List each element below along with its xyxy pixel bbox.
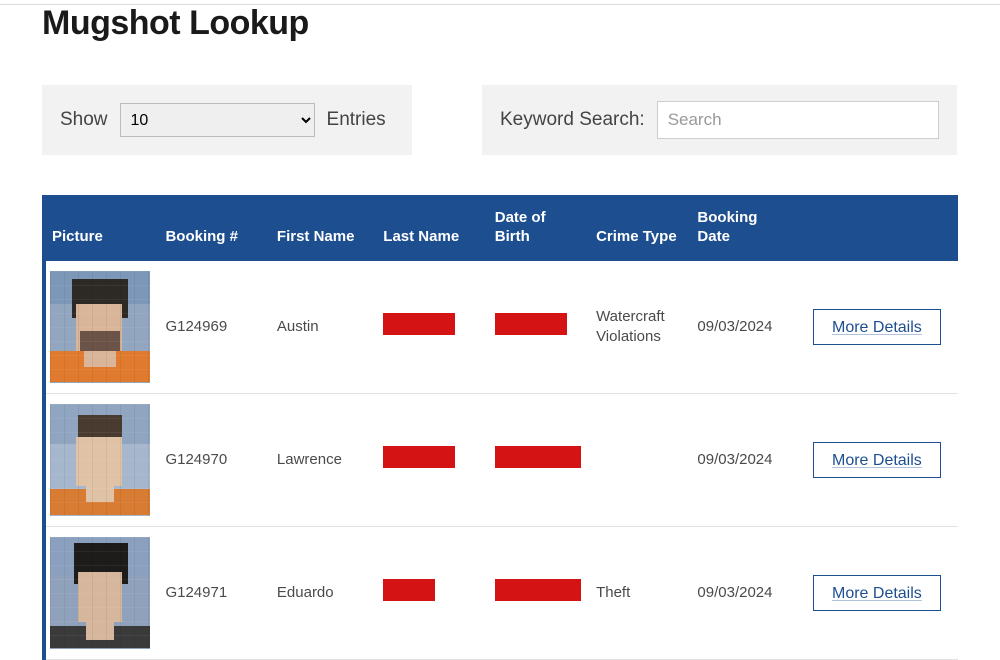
cell-booking-date: 09/03/2024 [689, 526, 795, 659]
cell-booking-number: G124971 [157, 526, 268, 659]
cell-booking-date: 09/03/2024 [689, 261, 795, 394]
column-first-name[interactable]: First Name [269, 195, 375, 261]
more-details-button[interactable]: More Details [813, 575, 941, 611]
column-picture[interactable]: Picture [46, 195, 157, 261]
page-title: Mugshot Lookup [42, 4, 958, 43]
column-crime-type[interactable]: Crime Type [588, 195, 689, 261]
cell-first-name: Austin [269, 261, 375, 394]
column-last-name[interactable]: Last Name [375, 195, 486, 261]
table-row: G124971 Eduardo Theft 09/03/2024 More De… [46, 526, 958, 659]
more-details-button[interactable]: More Details [813, 309, 941, 345]
redacted-last-name [383, 446, 455, 468]
cell-first-name: Lawrence [269, 393, 375, 526]
column-date-of-birth[interactable]: Date of Birth [487, 195, 588, 261]
more-details-button[interactable]: More Details [813, 442, 941, 478]
redacted-last-name [383, 313, 455, 335]
search-input[interactable] [657, 101, 939, 139]
entries-select[interactable]: 10 [120, 103, 315, 137]
cell-crime-type: Watercraft Violations [588, 261, 689, 394]
redacted-dob [495, 446, 581, 468]
cell-first-name: Eduardo [269, 526, 375, 659]
results-table: Picture Booking # First Name Last Name D… [42, 195, 958, 660]
show-entries-control: Show 10 Entries [42, 85, 412, 155]
redacted-last-name [383, 579, 435, 601]
column-actions [796, 195, 958, 261]
cell-crime-type [588, 393, 689, 526]
cell-booking-number: G124970 [157, 393, 268, 526]
cell-crime-type: Theft [588, 526, 689, 659]
redacted-dob [495, 313, 567, 335]
column-booking-number[interactable]: Booking # [157, 195, 268, 261]
column-booking-date[interactable]: Booking Date [689, 195, 795, 261]
table-row: G124969 Austin Watercraft Violations 09/… [46, 261, 958, 394]
mugshot-image [50, 404, 150, 516]
entries-label: Entries [327, 109, 386, 131]
mugshot-image [50, 271, 150, 383]
search-label: Keyword Search: [500, 109, 645, 131]
keyword-search-control: Keyword Search: [482, 85, 957, 155]
mugshot-image [50, 537, 150, 649]
cell-booking-date: 09/03/2024 [689, 393, 795, 526]
cell-booking-number: G124969 [157, 261, 268, 394]
redacted-dob [495, 579, 581, 601]
table-row: G124970 Lawrence 09/03/2024 More Details [46, 393, 958, 526]
show-label: Show [60, 109, 108, 131]
